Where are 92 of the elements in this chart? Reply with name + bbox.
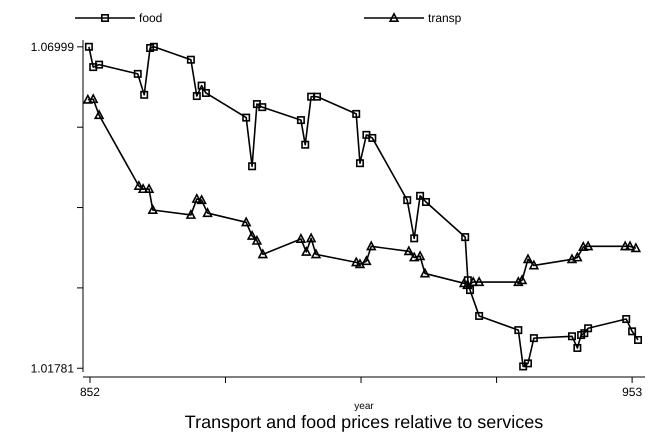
point (186, 56, 195, 64)
point (368, 134, 376, 142)
point (148, 205, 158, 214)
point (583, 241, 593, 250)
point (138, 184, 148, 194)
point (475, 312, 484, 320)
point (202, 88, 210, 97)
point (355, 259, 365, 268)
point (296, 234, 306, 243)
point (416, 192, 424, 200)
point (474, 277, 484, 286)
point (514, 326, 522, 334)
point (252, 100, 261, 108)
point (620, 241, 630, 250)
point (410, 234, 418, 242)
point (461, 233, 470, 242)
point (302, 246, 311, 256)
x-tick-label: 953 (622, 385, 642, 399)
point (296, 116, 305, 124)
point (625, 241, 635, 250)
point (468, 277, 478, 286)
point (144, 184, 154, 194)
point (422, 198, 430, 206)
point (409, 252, 419, 262)
point (628, 327, 636, 336)
point (94, 110, 104, 120)
legend-label: transp (428, 11, 462, 26)
point (192, 194, 202, 203)
x-tick-label: 852 (80, 385, 100, 399)
point (356, 159, 364, 168)
point (88, 94, 98, 104)
point (573, 344, 582, 352)
point (622, 315, 630, 324)
point (198, 82, 206, 90)
point (577, 331, 586, 340)
point (352, 110, 360, 118)
y-tick-label: 1.06999 (30, 40, 74, 54)
point (366, 241, 376, 250)
point (524, 359, 532, 368)
point (415, 251, 425, 260)
point (186, 210, 196, 219)
point (459, 278, 469, 288)
point (242, 114, 250, 122)
point (403, 196, 412, 204)
text: Transport and food prices relative to services (184, 412, 544, 432)
point (523, 254, 533, 264)
point (514, 277, 524, 286)
point (529, 260, 539, 270)
point (362, 130, 370, 139)
point (567, 254, 577, 264)
point (258, 103, 266, 112)
point (352, 257, 361, 266)
point (196, 195, 206, 204)
point (306, 233, 316, 242)
point (517, 275, 527, 284)
point (530, 334, 538, 342)
point (202, 208, 212, 218)
point (146, 44, 154, 52)
point (568, 332, 576, 340)
point (578, 242, 588, 251)
point (241, 217, 251, 226)
point (83, 94, 93, 104)
point (89, 63, 98, 72)
point (580, 329, 588, 338)
point (248, 162, 256, 170)
point (247, 230, 257, 240)
point (362, 256, 372, 266)
x-axis-title: year (354, 401, 374, 412)
point (584, 324, 592, 332)
point (134, 180, 144, 190)
point (311, 249, 321, 258)
point (307, 92, 316, 101)
point (634, 336, 642, 344)
legend-label: food (139, 11, 162, 26)
point (466, 286, 474, 294)
point (150, 42, 158, 51)
point (464, 276, 472, 284)
point (420, 268, 430, 278)
point (519, 362, 528, 370)
point (140, 90, 148, 99)
point (404, 246, 414, 256)
y-tick-label: 1.01781 (30, 361, 74, 376)
point (572, 252, 582, 262)
point (252, 236, 262, 245)
point (84, 42, 93, 51)
point (95, 60, 104, 69)
point (134, 70, 142, 78)
point (313, 92, 322, 101)
point (192, 92, 201, 100)
point (631, 243, 641, 252)
point (258, 249, 268, 258)
point (301, 140, 310, 149)
